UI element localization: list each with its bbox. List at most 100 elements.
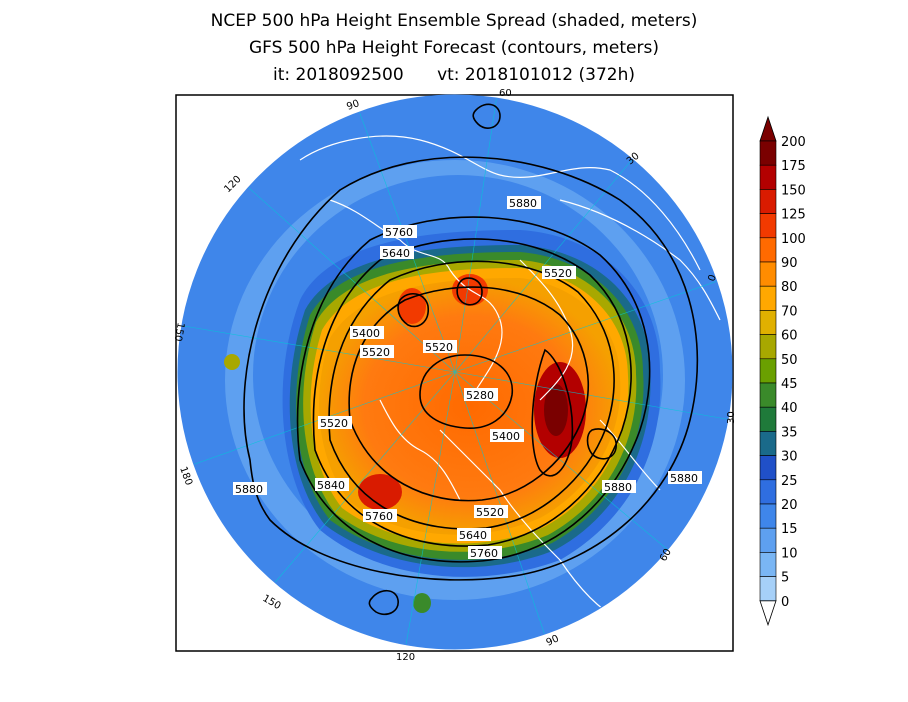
colorbar-tick-label: 50 bbox=[781, 353, 798, 368]
meridian-line bbox=[404, 371, 456, 649]
svg-text:5760: 5760 bbox=[470, 547, 498, 560]
contour-label: 5840 bbox=[315, 478, 349, 492]
coast-scandinavia bbox=[559, 199, 721, 321]
meridian-lines bbox=[178, 95, 732, 649]
meridian-label-120w: 120 bbox=[396, 652, 415, 663]
colorbar-tick-label: 0 bbox=[781, 595, 789, 610]
coast-europe bbox=[519, 259, 574, 401]
contour-5760 bbox=[296, 216, 651, 563]
colorbar-swatch bbox=[759, 358, 777, 384]
contour-label: 5760 bbox=[383, 225, 417, 239]
contour-label: 5280 bbox=[464, 388, 498, 402]
svg-text:5880: 5880 bbox=[509, 197, 537, 210]
contour-label: 5760 bbox=[468, 546, 502, 560]
colorbar-tick-label: 15 bbox=[781, 522, 798, 537]
svg-text:5760: 5760 bbox=[385, 226, 413, 239]
colorbar-tick-label: 35 bbox=[781, 425, 798, 440]
meridian-line bbox=[178, 371, 456, 471]
colorbar: 2001751501251009080706050454035302520151… bbox=[759, 115, 806, 627]
title-line-2: GFS 500 hPa Height Forecast (contours, m… bbox=[249, 38, 659, 58]
svg-text:5280: 5280 bbox=[466, 389, 494, 402]
meridian-line bbox=[454, 95, 498, 373]
svg-text:5880: 5880 bbox=[670, 472, 698, 485]
colorbar-swatch bbox=[759, 189, 777, 214]
contour-label: 5400 bbox=[350, 326, 384, 340]
svg-text:5880: 5880 bbox=[604, 481, 632, 494]
contour-trough-atlantic bbox=[531, 348, 574, 477]
colorbar-tick-label: 90 bbox=[781, 256, 798, 271]
coast-arctic bbox=[299, 135, 701, 271]
meridian-label-90e: 90 bbox=[345, 98, 361, 113]
contour-low-1 bbox=[397, 293, 429, 328]
colorbar-swatch bbox=[759, 213, 777, 239]
coast-north-america bbox=[439, 429, 621, 621]
colorbar-swatch bbox=[759, 140, 777, 166]
colorbar-tick-label: 40 bbox=[781, 401, 798, 416]
colorbar-swatch bbox=[759, 431, 777, 456]
colorbar-tick-label: 125 bbox=[781, 208, 806, 223]
meridian-line bbox=[454, 371, 681, 561]
meridian-line bbox=[454, 371, 732, 421]
spread-spot-1 bbox=[224, 354, 240, 370]
colorbar-tick-label: 100 bbox=[781, 232, 806, 247]
colorbar-tick-label: 150 bbox=[781, 183, 806, 198]
meridian-line bbox=[178, 324, 456, 373]
spread-max-pacific bbox=[358, 474, 402, 510]
contour-label: 5400 bbox=[490, 429, 524, 443]
colorbar-tick-label: 10 bbox=[781, 546, 798, 561]
meridian-label-120e: 120 bbox=[222, 174, 243, 195]
svg-text:5520: 5520 bbox=[362, 346, 390, 359]
colorbar-arrow-bottom bbox=[759, 600, 777, 627]
spread-band-100 bbox=[319, 278, 621, 535]
meridian-label-180: 180 bbox=[177, 465, 194, 487]
colorbar-swatch bbox=[759, 310, 777, 335]
contour-label: 5520 bbox=[360, 345, 394, 359]
contour-5520 bbox=[328, 260, 615, 530]
colorbar-tick-label: 200 bbox=[781, 135, 806, 150]
meridian-line bbox=[454, 149, 641, 373]
colorbar-tick-label: 5 bbox=[781, 571, 789, 586]
colorbar-swatch bbox=[759, 285, 777, 311]
svg-text:5840: 5840 bbox=[317, 479, 345, 492]
coastlines bbox=[299, 135, 721, 621]
contour-closed-north bbox=[472, 103, 501, 129]
contour-label: 5760 bbox=[363, 509, 397, 523]
colorbar-swatch bbox=[759, 237, 777, 263]
colorbar-tick-label: 60 bbox=[781, 329, 798, 344]
title-line-1: NCEP 500 hPa Height Ensemble Spread (sha… bbox=[210, 11, 698, 31]
contour-5400 bbox=[348, 286, 589, 502]
contour-label: 5520 bbox=[318, 416, 352, 430]
svg-text:5520: 5520 bbox=[320, 417, 348, 430]
contour-low-3 bbox=[586, 428, 617, 460]
colorbar-tick-label: 25 bbox=[781, 474, 798, 489]
meridian-label-150e: 150 bbox=[172, 321, 186, 342]
colorbar-tick-label: 30 bbox=[781, 450, 798, 465]
contour-5280 bbox=[419, 354, 513, 429]
spread-peak-atlantic bbox=[544, 384, 568, 436]
colorbar-swatch bbox=[759, 552, 777, 577]
contour-5640 bbox=[312, 238, 632, 547]
contour-low-2 bbox=[456, 277, 483, 306]
meridian-label-0: 0 bbox=[706, 273, 719, 283]
chart-titles: NCEP 500 hPa Height Ensemble Spread (sha… bbox=[0, 8, 908, 89]
svg-text:5520: 5520 bbox=[544, 267, 572, 280]
coast-greenland bbox=[379, 399, 461, 501]
meridian-label-60e: 60 bbox=[499, 88, 512, 99]
contour-label: 5880 bbox=[602, 480, 636, 494]
colorbar-swatch bbox=[759, 261, 777, 287]
svg-text:5520: 5520 bbox=[425, 341, 453, 354]
svg-text:5760: 5760 bbox=[365, 510, 393, 523]
svg-text:5880: 5880 bbox=[235, 483, 263, 496]
contour-label: 5640 bbox=[380, 246, 414, 260]
svg-text:5400: 5400 bbox=[352, 327, 380, 340]
contour-closed-south bbox=[368, 589, 399, 616]
spread-spot-2 bbox=[413, 593, 431, 613]
meridian-line bbox=[239, 179, 456, 373]
colorbar-swatch bbox=[759, 576, 777, 602]
svg-text:5520: 5520 bbox=[476, 506, 504, 519]
colorbar-tick-label: 175 bbox=[781, 159, 806, 174]
svg-text:5640: 5640 bbox=[382, 247, 410, 260]
colorbar-swatch bbox=[759, 164, 777, 190]
svg-text:5640: 5640 bbox=[459, 529, 487, 542]
